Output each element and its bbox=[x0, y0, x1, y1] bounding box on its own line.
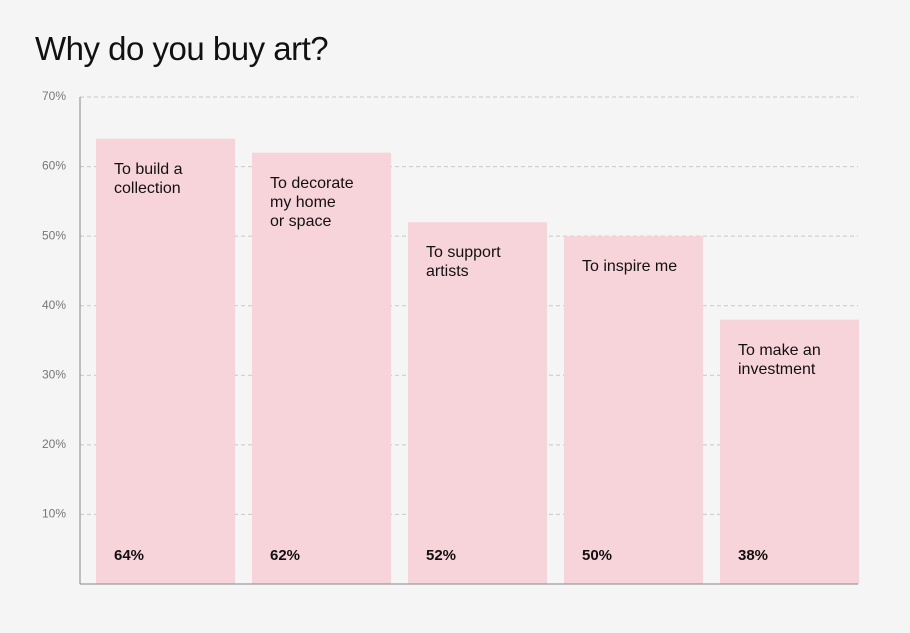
y-tick-label: 10% bbox=[42, 507, 66, 521]
y-tick-label: 30% bbox=[42, 367, 66, 381]
value-label: 64% bbox=[114, 547, 145, 564]
category-label: To build a collection bbox=[114, 160, 183, 197]
value-label: 62% bbox=[270, 547, 301, 564]
bar bbox=[564, 236, 703, 584]
category-label: To support artists bbox=[426, 244, 501, 281]
category-label: To make an investment bbox=[738, 341, 821, 378]
bar bbox=[252, 152, 391, 584]
bar bbox=[96, 138, 235, 584]
category-label: To inspire me bbox=[582, 258, 678, 276]
value-label: 50% bbox=[582, 547, 613, 564]
y-tick-label: 70% bbox=[42, 89, 66, 103]
category-label: To decorate my home or space bbox=[270, 174, 354, 230]
chart-title: Why do you buy art? bbox=[35, 30, 329, 67]
value-label: 52% bbox=[426, 547, 457, 564]
y-tick-label: 20% bbox=[42, 437, 66, 451]
y-tick-label: 60% bbox=[42, 159, 66, 173]
bar bbox=[720, 319, 859, 584]
value-label: 38% bbox=[738, 547, 769, 564]
bar bbox=[408, 222, 547, 584]
y-tick-label: 40% bbox=[42, 298, 66, 312]
y-tick-label: 50% bbox=[42, 228, 66, 242]
